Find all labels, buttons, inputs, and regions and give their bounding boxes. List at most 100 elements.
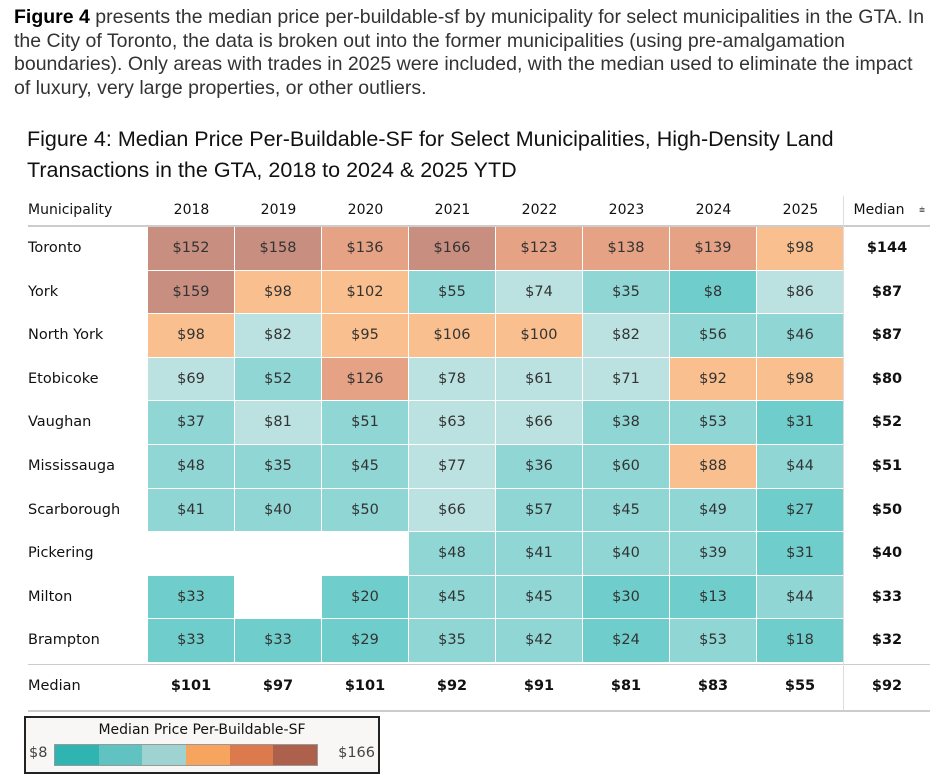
legend-swatch <box>55 744 99 765</box>
heatmap-cell: $45 <box>496 575 582 619</box>
heatmap-cell: $95 <box>322 314 408 357</box>
row-label: Toronto <box>28 240 82 256</box>
heatmap-cell: $46 <box>757 314 843 357</box>
heatmap-cell: $66 <box>409 488 495 532</box>
overall-median: $92 <box>871 678 903 694</box>
intro-paragraph: Figure 4 presents the median price per-b… <box>14 6 929 100</box>
row-label: Brampton <box>28 632 100 649</box>
heatmap-cell: $24 <box>583 619 669 662</box>
heatmap-cell: $18 <box>757 619 843 662</box>
heatmap-cell: $74 <box>496 270 582 314</box>
heatmap-cell: $92 <box>670 357 756 401</box>
sort-icon: ⩧ <box>919 205 925 216</box>
row-median: $80 <box>871 370 903 387</box>
heatmap-cell: $45 <box>583 488 669 532</box>
intro-text: presents the median price per-buildable-… <box>14 6 925 99</box>
heatmap-cell: $57 <box>496 488 582 532</box>
header-year: 2024 <box>695 202 732 218</box>
column-median: $92 <box>436 678 468 694</box>
heatmap-cell: $20 <box>322 575 408 619</box>
heatmap-cell: $166 <box>409 227 495 270</box>
header-median: Median <box>853 202 905 218</box>
heatmap-cell: $31 <box>757 532 843 575</box>
legend-swatch <box>273 744 318 765</box>
heatmap-cell: $102 <box>322 270 408 314</box>
heatmap-cell: $61 <box>496 357 582 401</box>
heatmap-cell: $66 <box>496 401 582 444</box>
heatmap-cell: $33 <box>148 575 234 619</box>
heatmap-cell: $158 <box>235 227 321 270</box>
chart-title: Figure 4: Median Price Per-Buildable-SF … <box>27 127 834 182</box>
legend-swatch <box>142 744 187 765</box>
heatmap-cell: $55 <box>409 270 495 314</box>
heatmap-cell: $33 <box>235 619 321 662</box>
heatmap-cell: $50 <box>322 488 408 532</box>
heatmap-cell: $52 <box>235 357 321 401</box>
heatmap-table: Municipality 2018 2019 2020 2021 2022 2023 2024… <box>20 196 932 712</box>
heatmap-cell: $139 <box>670 227 756 270</box>
legend-gradient <box>54 743 318 766</box>
header-divider <box>28 225 930 227</box>
column-median: $55 <box>784 678 816 694</box>
row-label: York <box>28 283 59 300</box>
row-label: Mississauga <box>28 458 115 474</box>
heatmap-cell: $37 <box>148 401 234 444</box>
legend-swatch <box>186 744 230 765</box>
header-year: 2019 <box>260 202 297 218</box>
heatmap-cell: $36 <box>496 445 582 488</box>
figure-ref: Figure 4 <box>14 6 90 28</box>
row-label: Pickering <box>28 545 94 562</box>
heatmap-cell: $35 <box>235 445 321 488</box>
heatmap-cell: $38 <box>583 401 669 444</box>
heatmap-cell: $159 <box>148 270 234 314</box>
heatmap-cell: $63 <box>409 401 495 444</box>
heatmap-cell: $98 <box>757 357 843 401</box>
heatmap-cell: $45 <box>409 575 495 619</box>
heatmap-cell: $44 <box>757 575 843 619</box>
heatmap-cell: $33 <box>148 619 234 662</box>
heatmap-cell: $69 <box>148 357 234 401</box>
heatmap-cell: $51 <box>322 401 408 444</box>
column-median: $101 <box>170 678 212 694</box>
heatmap-cell: $82 <box>235 314 321 357</box>
heatmap-cell: $30 <box>583 575 669 619</box>
heatmap-cell: $136 <box>322 227 408 270</box>
heatmap-cell: $35 <box>409 619 495 662</box>
row-median: $32 <box>871 632 903 649</box>
heatmap-cell: $88 <box>670 445 756 488</box>
heatmap-cell: $81 <box>235 401 321 444</box>
header-year: 2021 <box>434 202 471 218</box>
row-median: $50 <box>871 501 903 518</box>
row-median: $87 <box>871 283 903 300</box>
header-municipality: Municipality <box>28 202 113 218</box>
column-median: $91 <box>523 678 555 694</box>
heatmap-cell: $42 <box>496 619 582 662</box>
header-year: 2025 <box>782 202 819 218</box>
row-median: $40 <box>871 545 903 562</box>
heatmap-cell: $27 <box>757 488 843 532</box>
row-label: Scarborough <box>28 501 121 518</box>
median-col-divider <box>843 196 844 710</box>
legend-swatch <box>98 744 143 765</box>
heatmap-cell: $13 <box>670 575 756 619</box>
heatmap-cell: $152 <box>148 227 234 270</box>
heatmap-cell: $86 <box>757 270 843 314</box>
legend-title: Median Price Per-Buildable-SF <box>98 721 306 738</box>
heatmap-cell: $98 <box>235 270 321 314</box>
heatmap-cell: $106 <box>409 314 495 357</box>
heatmap-cell: $123 <box>496 227 582 270</box>
heatmap-cell: $48 <box>409 532 495 575</box>
heatmap-cell: $29 <box>322 619 408 662</box>
heatmap-cell: $41 <box>496 532 582 575</box>
color-legend: Median Price Per-Buildable-SF $8 $166 <box>24 715 380 774</box>
row-median: $52 <box>871 414 903 431</box>
median-divider <box>28 664 930 665</box>
bottom-divider <box>28 709 930 712</box>
row-median: $33 <box>871 588 903 605</box>
header-year: 2023 <box>608 202 645 218</box>
legend-swatch <box>229 744 274 765</box>
heatmap-cell: $56 <box>670 314 756 357</box>
row-label: North York <box>28 327 104 344</box>
row-label: Milton <box>28 588 73 605</box>
legend-max: $166 <box>338 744 375 761</box>
